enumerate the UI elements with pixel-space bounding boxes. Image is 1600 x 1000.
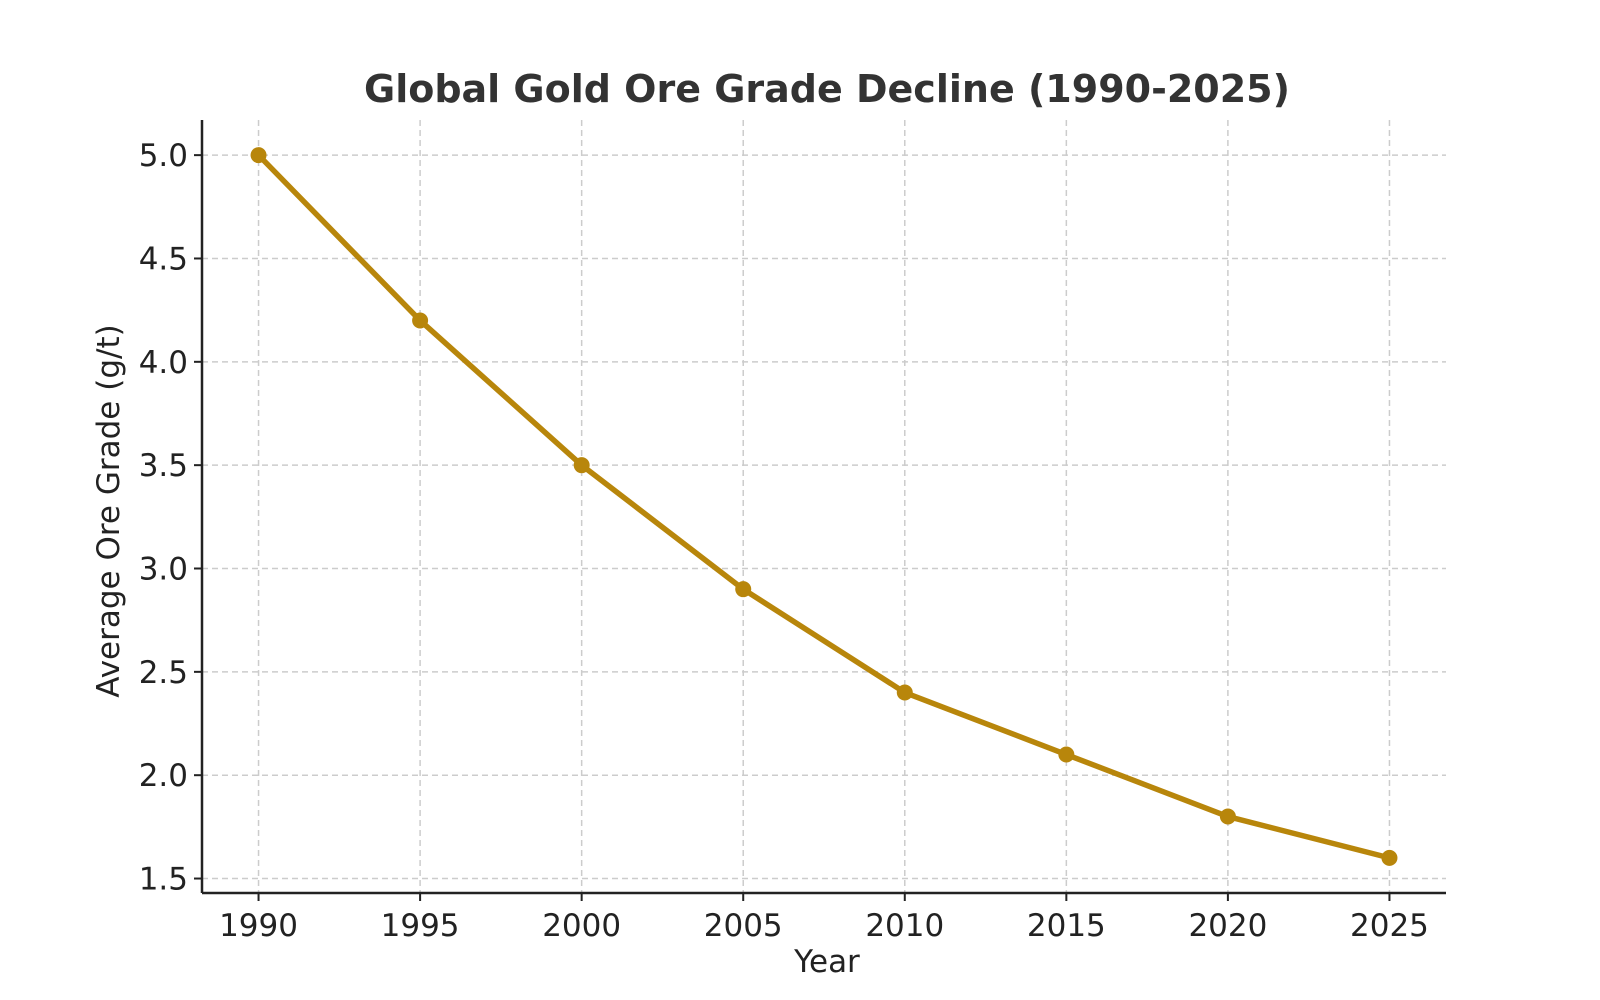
x-tick-label: 2010: [865, 908, 944, 944]
chart-title: Global Gold Ore Grade Decline (1990-2025…: [364, 67, 1290, 111]
y-tick-label: 4.5: [139, 241, 188, 277]
grid: [202, 120, 1446, 893]
y-axis-label: Average Ore Grade (g/t): [91, 324, 127, 697]
x-tick-label: 2025: [1350, 908, 1429, 944]
y-tick-label: 3.0: [139, 552, 188, 588]
data-point: [573, 457, 590, 474]
data-point: [412, 312, 429, 329]
series-line: [255, 152, 1393, 861]
axes: [200, 120, 1446, 895]
series: [250, 147, 1398, 866]
x-tick-label: 2015: [1027, 908, 1106, 944]
x-axis-label: Year: [793, 944, 860, 980]
x-tick-label: 1995: [381, 908, 460, 944]
y-tick-label: 4.0: [139, 345, 188, 381]
x-tick-label: 1990: [219, 908, 298, 944]
data-point: [1219, 808, 1236, 825]
data-point: [896, 684, 913, 701]
x-tick-label: 2020: [1188, 908, 1267, 944]
data-point: [1381, 849, 1398, 866]
y-tick-label: 2.0: [139, 758, 188, 794]
x-tick-label: 2000: [542, 908, 621, 944]
y-tick-label: 2.5: [139, 655, 188, 691]
y-tick-label: 1.5: [139, 862, 188, 898]
ticks: 1990 1995 2000 2005 2010 2015 2020 2025 1.5 2.0 2.…: [139, 138, 1429, 944]
data-point: [250, 147, 267, 164]
y-tick-label: 3.5: [139, 448, 188, 484]
data-point: [735, 581, 752, 598]
data-point: [1058, 746, 1075, 763]
x-tick-label: 2005: [704, 908, 783, 944]
y-tick-label: 5.0: [139, 138, 188, 174]
